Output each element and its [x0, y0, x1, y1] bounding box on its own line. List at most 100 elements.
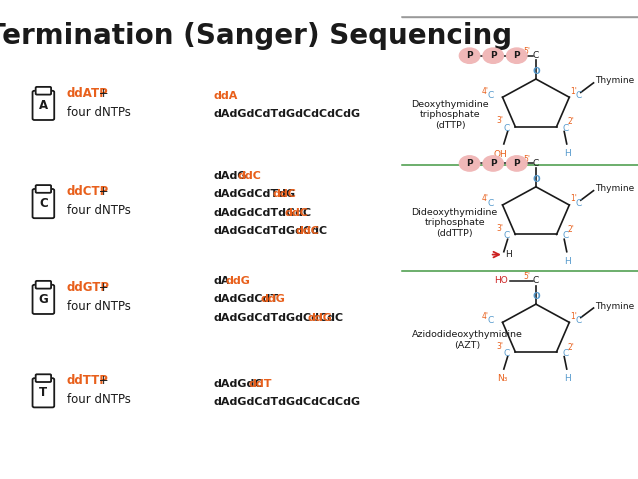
Text: Chain Termination (Sanger) Sequencing: Chain Termination (Sanger) Sequencing: [0, 22, 512, 49]
Text: H: H: [564, 256, 571, 265]
Text: +: +: [95, 281, 108, 294]
Text: C: C: [503, 231, 510, 240]
Text: ddC: ddC: [272, 190, 296, 199]
FancyBboxPatch shape: [36, 374, 51, 382]
Circle shape: [483, 48, 503, 63]
Text: ddG: ddG: [261, 295, 286, 304]
Text: four dNTPs: four dNTPs: [67, 204, 131, 217]
Circle shape: [507, 156, 527, 171]
Text: ddATP: ddATP: [67, 87, 108, 100]
Text: ddG: ddG: [308, 313, 332, 322]
Text: P: P: [490, 159, 496, 168]
Text: dAdGdCdT: dAdGdCdT: [214, 295, 279, 304]
Text: 3': 3': [496, 342, 503, 351]
Text: ddCTP: ddCTP: [67, 185, 109, 198]
Text: 4': 4': [481, 312, 488, 320]
Text: C: C: [488, 91, 494, 100]
Text: A: A: [39, 99, 48, 112]
Text: C: C: [575, 317, 581, 325]
Text: 4': 4': [481, 87, 488, 95]
Text: C: C: [488, 317, 494, 325]
Text: +: +: [95, 87, 108, 100]
Text: C: C: [39, 197, 48, 210]
Text: ddT: ddT: [249, 379, 272, 388]
Text: C: C: [562, 124, 568, 133]
Text: 5': 5': [524, 155, 530, 164]
Text: P: P: [514, 159, 520, 168]
Text: ddA: ddA: [214, 91, 238, 101]
Text: Thymine: Thymine: [595, 77, 635, 85]
FancyBboxPatch shape: [33, 189, 54, 218]
Text: dAdGdCdTdGdCdCdCdG: dAdGdCdTdGdCdCdCdG: [214, 110, 361, 119]
Text: four dNTPs: four dNTPs: [67, 393, 131, 407]
Text: C: C: [533, 159, 539, 168]
Text: 1': 1': [570, 87, 577, 95]
Text: C: C: [533, 51, 539, 60]
Text: Thymine: Thymine: [595, 302, 635, 310]
Text: O: O: [532, 293, 540, 301]
Text: C: C: [503, 124, 510, 133]
Text: 2': 2': [567, 117, 574, 126]
Text: P: P: [466, 51, 473, 60]
Text: +: +: [95, 185, 108, 198]
FancyBboxPatch shape: [36, 281, 51, 288]
Text: 1': 1': [570, 312, 577, 320]
Text: T: T: [40, 386, 47, 399]
FancyBboxPatch shape: [33, 378, 54, 407]
Text: dAdG: dAdG: [214, 171, 248, 181]
Text: C: C: [575, 199, 581, 208]
Text: dAdGdCdTdG: dAdGdCdTdG: [214, 190, 296, 199]
Text: dA: dA: [214, 276, 230, 286]
Text: Dideoxythymidine
triphosphate
(ddTTP): Dideoxythymidine triphosphate (ddTTP): [412, 208, 498, 238]
Text: C: C: [503, 349, 510, 358]
Text: O: O: [532, 68, 540, 76]
Text: 3': 3': [496, 224, 503, 233]
FancyBboxPatch shape: [36, 185, 51, 193]
Text: O: O: [532, 175, 540, 184]
Text: ddGTP: ddGTP: [67, 281, 110, 294]
Text: P: P: [490, 51, 496, 60]
Text: C: C: [575, 91, 581, 100]
Circle shape: [483, 156, 503, 171]
Text: ddC: ddC: [296, 226, 320, 236]
Text: 2': 2': [567, 342, 574, 352]
Text: G: G: [38, 293, 48, 306]
Text: 4': 4': [481, 194, 488, 203]
Text: HO: HO: [494, 276, 508, 285]
Text: 5': 5': [524, 47, 530, 57]
Text: dAdGdCdTdGdCdC: dAdGdCdTdGdCdC: [214, 226, 328, 236]
Circle shape: [459, 48, 480, 63]
Text: N₃: N₃: [497, 374, 507, 383]
Text: C: C: [562, 349, 568, 358]
Text: 2': 2': [567, 225, 574, 234]
Text: H: H: [564, 374, 571, 383]
Text: dAdGdCdTdGdC: dAdGdCdTdGdC: [214, 208, 312, 217]
Text: P: P: [514, 51, 520, 60]
Text: 5': 5': [524, 273, 530, 282]
Text: ddC: ddC: [284, 208, 308, 217]
Text: Azidodideoxythymidine
(AZT): Azidodideoxythymidine (AZT): [412, 331, 523, 350]
FancyBboxPatch shape: [36, 87, 51, 95]
Text: C: C: [488, 199, 494, 208]
Text: ddC: ddC: [237, 171, 261, 181]
Text: OH: OH: [494, 149, 507, 159]
Text: C: C: [533, 276, 539, 285]
Text: dAdGdCdTdGdCdCdCdG: dAdGdCdTdGdCdCdCdG: [214, 397, 361, 407]
Text: H: H: [564, 148, 571, 158]
FancyBboxPatch shape: [33, 91, 54, 120]
Circle shape: [507, 48, 527, 63]
Text: ddTTP: ddTTP: [67, 374, 109, 388]
Text: C: C: [562, 231, 568, 240]
Text: dAdGdC: dAdGdC: [214, 379, 263, 388]
Text: Thymine: Thymine: [595, 184, 635, 193]
Text: four dNTPs: four dNTPs: [67, 106, 131, 119]
Text: dAdGdCdTdGdCdCdC: dAdGdCdTdGdCdCdC: [214, 313, 344, 322]
Text: 1': 1': [570, 194, 577, 203]
FancyBboxPatch shape: [33, 285, 54, 314]
Text: P: P: [466, 159, 473, 168]
Circle shape: [459, 156, 480, 171]
Text: +: +: [95, 374, 108, 388]
Text: 3': 3': [496, 116, 503, 125]
Text: four dNTPs: four dNTPs: [67, 300, 131, 313]
Text: ddG: ddG: [225, 276, 250, 286]
